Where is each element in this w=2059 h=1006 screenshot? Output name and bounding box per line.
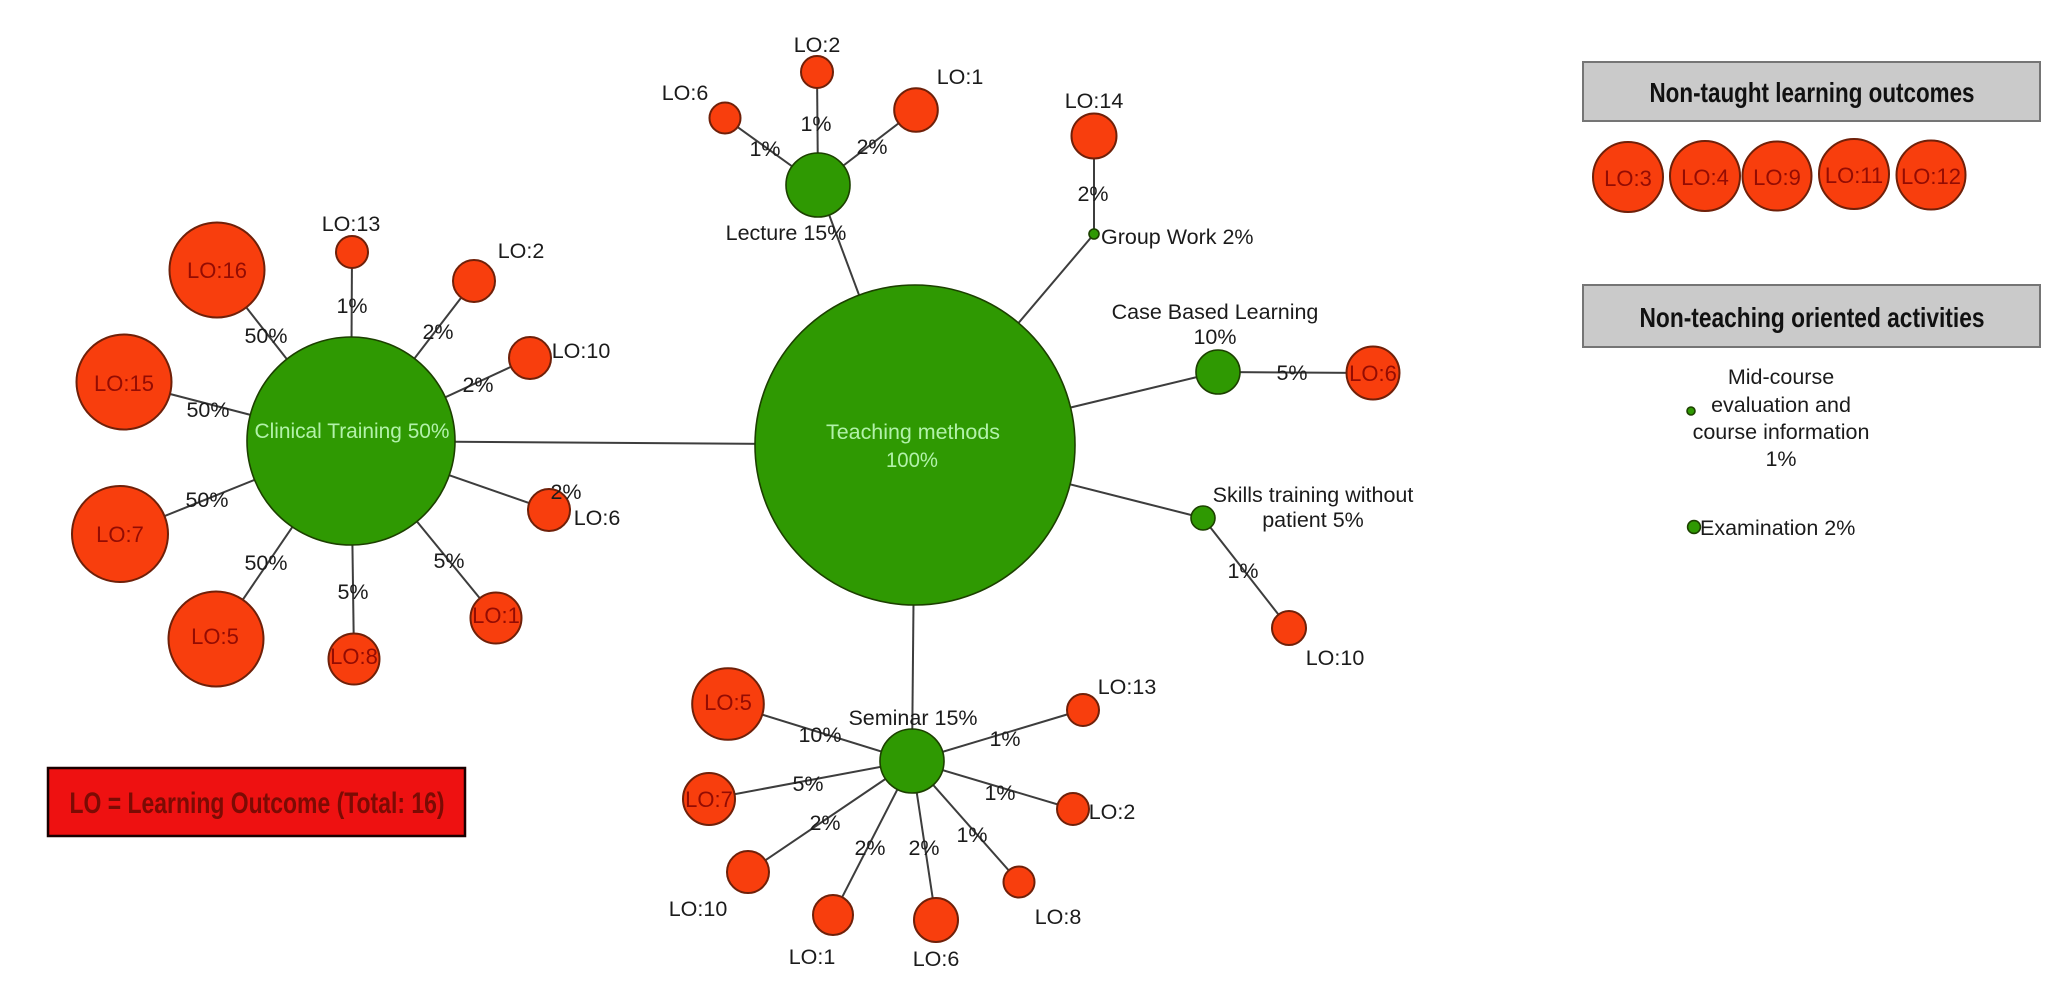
svg-text:1%: 1% [1227,559,1258,583]
svg-text:10%: 10% [798,723,841,747]
svg-text:Group Work 2%: Group Work 2% [1101,225,1254,249]
svg-text:50%: 50% [186,398,229,422]
svg-text:LO:3: LO:3 [1604,166,1652,191]
svg-text:evaluation and: evaluation and [1711,393,1851,417]
svg-text:50%: 50% [185,488,228,512]
svg-text:LO:12: LO:12 [1901,164,1961,189]
svg-text:LO:1: LO:1 [937,65,984,89]
svg-text:Case Based Learning: Case Based Learning [1112,300,1319,324]
svg-text:Skills training without: Skills training without [1213,483,1414,507]
svg-text:Non-teaching oriented activiti: Non-teaching oriented activities [1640,302,1985,333]
svg-text:Seminar 15%: Seminar 15% [848,706,977,730]
svg-text:5%: 5% [337,580,368,604]
svg-text:LO:13: LO:13 [322,212,381,236]
svg-text:Clinical Training 50%: Clinical Training 50% [255,420,450,443]
svg-text:LO:6: LO:6 [662,81,709,105]
svg-text:10%: 10% [1193,325,1236,349]
svg-text:50%: 50% [244,324,287,348]
svg-text:2%: 2% [856,135,887,159]
svg-text:LO:4: LO:4 [1681,165,1729,190]
svg-text:5%: 5% [1276,361,1307,385]
svg-text:LO:2: LO:2 [1089,800,1136,824]
svg-text:2%: 2% [908,836,939,860]
svg-text:LO:8: LO:8 [1035,905,1082,929]
svg-text:LO:9: LO:9 [1753,165,1801,190]
svg-text:LO:6: LO:6 [913,947,960,971]
svg-text:LO:10: LO:10 [1306,646,1365,670]
svg-text:Teaching methods: Teaching methods [826,421,1000,444]
svg-text:5%: 5% [792,772,823,796]
svg-text:LO:8: LO:8 [330,644,378,669]
svg-text:LO:2: LO:2 [794,33,841,57]
svg-text:1%: 1% [800,112,831,136]
svg-text:1%: 1% [989,727,1020,751]
svg-text:5%: 5% [433,549,464,573]
svg-text:1%: 1% [749,137,780,161]
svg-text:1%: 1% [336,294,367,318]
svg-text:LO:13: LO:13 [1098,675,1157,699]
svg-text:Non-taught learning outcomes: Non-taught learning outcomes [1650,77,1975,108]
svg-text:Examination 2%: Examination 2% [1700,516,1855,540]
svg-text:Lecture 15%: Lecture 15% [726,221,847,245]
svg-text:LO:5: LO:5 [704,690,752,715]
svg-text:LO:5: LO:5 [191,624,239,649]
svg-text:2%: 2% [854,836,885,860]
svg-text:Mid-course: Mid-course [1728,365,1834,389]
svg-text:2%: 2% [809,811,840,835]
svg-text:LO:7: LO:7 [685,787,733,812]
svg-text:LO:16: LO:16 [187,258,247,283]
svg-text:LO:14: LO:14 [1065,89,1124,113]
svg-text:LO:7: LO:7 [96,522,144,547]
svg-text:LO:6: LO:6 [574,506,621,530]
svg-text:patient 5%: patient 5% [1262,508,1364,532]
svg-text:1%: 1% [1765,447,1796,471]
svg-text:2%: 2% [1077,182,1108,206]
svg-text:100%: 100% [886,449,938,472]
svg-text:2%: 2% [422,320,453,344]
svg-text:course information: course information [1693,420,1870,444]
svg-text:LO = Learning Outcome (Total:: LO = Learning Outcome (Total: 16) [70,787,445,820]
svg-text:LO:15: LO:15 [94,371,154,396]
svg-text:2%: 2% [462,373,493,397]
svg-text:LO:10: LO:10 [552,339,611,363]
svg-text:LO:1: LO:1 [472,603,520,628]
svg-text:50%: 50% [244,551,287,575]
svg-text:1%: 1% [984,781,1015,805]
svg-text:LO:1: LO:1 [789,945,836,969]
svg-text:LO:10: LO:10 [669,897,728,921]
svg-text:2%: 2% [550,480,581,504]
svg-text:1%: 1% [956,823,987,847]
svg-text:LO:2: LO:2 [498,239,545,263]
svg-text:LO:6: LO:6 [1349,361,1397,386]
svg-text:LO:11: LO:11 [1825,163,1883,188]
